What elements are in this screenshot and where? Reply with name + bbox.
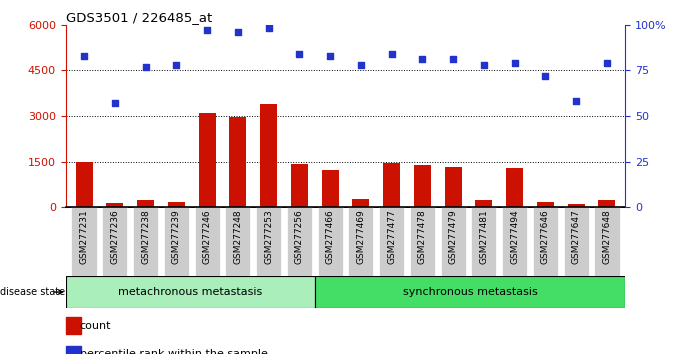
- Bar: [445, 167, 462, 207]
- Text: GSM277248: GSM277248: [234, 209, 243, 264]
- Bar: [414, 165, 431, 207]
- Bar: [568, 204, 585, 207]
- Text: GSM277646: GSM277646: [541, 209, 550, 264]
- Text: GDS3501 / 226485_at: GDS3501 / 226485_at: [66, 11, 212, 24]
- Text: synchronous metastasis: synchronous metastasis: [403, 287, 538, 297]
- FancyBboxPatch shape: [256, 207, 281, 276]
- FancyBboxPatch shape: [66, 276, 314, 308]
- Bar: [598, 200, 616, 207]
- Bar: [137, 200, 154, 207]
- Text: GSM277469: GSM277469: [357, 209, 366, 264]
- FancyBboxPatch shape: [164, 207, 189, 276]
- Point: [448, 57, 459, 62]
- Text: percentile rank within the sample: percentile rank within the sample: [79, 349, 267, 354]
- FancyBboxPatch shape: [225, 207, 250, 276]
- Point: [478, 62, 489, 68]
- Bar: [229, 117, 246, 207]
- Bar: [168, 202, 184, 207]
- FancyBboxPatch shape: [287, 207, 312, 276]
- Point: [355, 62, 366, 68]
- Bar: [384, 163, 400, 207]
- Bar: [475, 200, 493, 207]
- Bar: [537, 202, 554, 207]
- FancyBboxPatch shape: [194, 207, 220, 276]
- FancyBboxPatch shape: [410, 207, 435, 276]
- Text: metachronous metastasis: metachronous metastasis: [118, 287, 263, 297]
- Point: [109, 100, 120, 106]
- Point: [571, 98, 582, 104]
- Point: [171, 62, 182, 68]
- FancyBboxPatch shape: [379, 207, 404, 276]
- Point: [601, 60, 612, 66]
- FancyBboxPatch shape: [471, 207, 497, 276]
- Bar: [75, 162, 93, 207]
- Bar: [322, 170, 339, 207]
- Text: GSM277478: GSM277478: [418, 209, 427, 264]
- Bar: [507, 168, 523, 207]
- Bar: [198, 113, 216, 207]
- Point: [386, 51, 397, 57]
- Text: GSM277246: GSM277246: [202, 209, 211, 264]
- Text: GSM277466: GSM277466: [325, 209, 334, 264]
- Text: GSM277239: GSM277239: [172, 209, 181, 264]
- Point: [540, 73, 551, 79]
- FancyBboxPatch shape: [348, 207, 373, 276]
- Text: GSM277238: GSM277238: [141, 209, 150, 264]
- Text: GSM277647: GSM277647: [571, 209, 580, 264]
- Point: [417, 57, 428, 62]
- FancyBboxPatch shape: [533, 207, 558, 276]
- Point: [202, 27, 213, 33]
- Text: GSM277256: GSM277256: [295, 209, 304, 264]
- Point: [140, 64, 151, 69]
- Text: GSM277236: GSM277236: [111, 209, 120, 264]
- FancyBboxPatch shape: [314, 276, 625, 308]
- FancyBboxPatch shape: [317, 207, 343, 276]
- Point: [325, 53, 336, 59]
- Text: GSM277494: GSM277494: [510, 209, 519, 264]
- FancyBboxPatch shape: [502, 207, 527, 276]
- Bar: [106, 204, 123, 207]
- Text: disease state: disease state: [0, 287, 68, 297]
- Point: [263, 25, 274, 31]
- Point: [509, 60, 520, 66]
- Text: GSM277231: GSM277231: [79, 209, 88, 264]
- Point: [294, 51, 305, 57]
- Bar: [66, 317, 82, 334]
- FancyBboxPatch shape: [594, 207, 620, 276]
- FancyBboxPatch shape: [441, 207, 466, 276]
- Point: [232, 29, 243, 35]
- Point: [79, 53, 90, 59]
- Bar: [260, 104, 277, 207]
- Text: GSM277253: GSM277253: [264, 209, 273, 264]
- FancyBboxPatch shape: [102, 207, 127, 276]
- Bar: [66, 346, 82, 354]
- FancyBboxPatch shape: [564, 207, 589, 276]
- Text: GSM277481: GSM277481: [480, 209, 489, 264]
- Text: GSM277477: GSM277477: [387, 209, 396, 264]
- Text: GSM277479: GSM277479: [448, 209, 457, 264]
- Text: GSM277648: GSM277648: [603, 209, 612, 264]
- Bar: [352, 199, 369, 207]
- Text: count: count: [79, 321, 111, 331]
- FancyBboxPatch shape: [133, 207, 158, 276]
- FancyBboxPatch shape: [71, 207, 97, 276]
- Bar: [291, 164, 307, 207]
